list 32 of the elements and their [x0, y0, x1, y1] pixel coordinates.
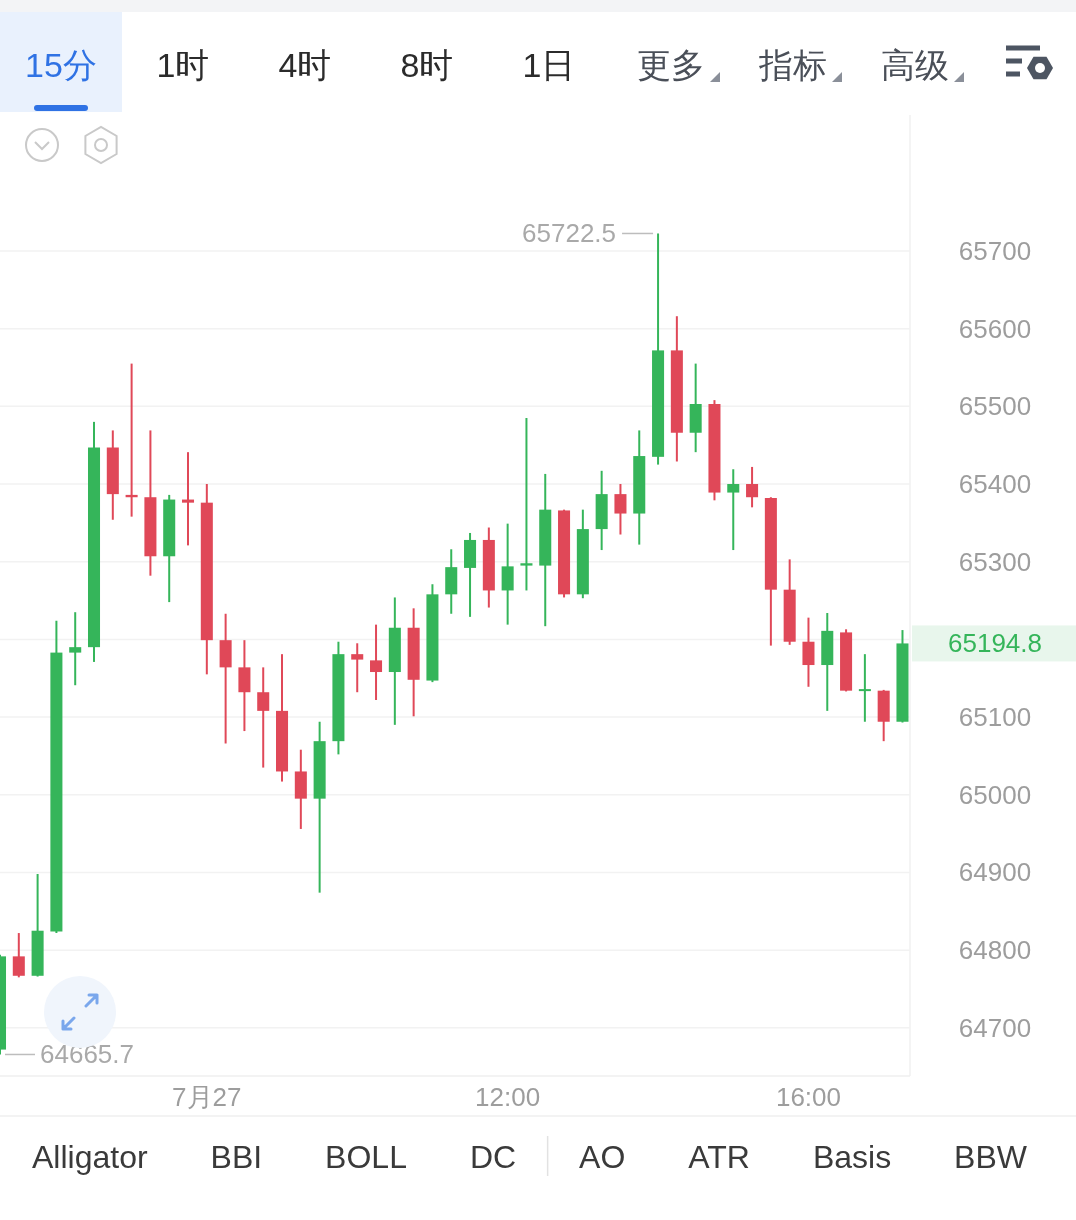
text: BBW: [954, 1139, 1028, 1175]
text: 4时: [278, 46, 332, 84]
y-tick-label: 65600: [958, 313, 1032, 344]
text: 15分: [25, 46, 97, 84]
text: 1时: [156, 46, 210, 84]
y-tick-label: 65000: [958, 779, 1032, 810]
x-tick-label: 7月27: [172, 1082, 242, 1112]
x-tick-label: 16:00: [775, 1082, 842, 1112]
text: 高级: [881, 46, 949, 84]
annotation: 65194.8: [948, 628, 1042, 659]
text: 指标: [758, 46, 827, 84]
annotation: 64665.7: [40, 1039, 134, 1070]
text: Alligator: [32, 1139, 148, 1175]
text: Basis: [812, 1139, 892, 1175]
text: BOLL: [325, 1139, 407, 1175]
y-tick-label: 65100: [958, 702, 1032, 733]
annotation: 65722.5: [522, 218, 617, 249]
y-tick-label: 65300: [958, 546, 1032, 577]
text: AO: [579, 1139, 626, 1175]
x-tick-label: 12:00: [475, 1082, 541, 1112]
y-tick-label: 65400: [958, 469, 1032, 500]
y-tick-label: 65500: [958, 391, 1032, 422]
y-tick-label: 65700: [958, 235, 1032, 266]
y-tick-label: 64700: [958, 1012, 1032, 1043]
text: 更多: [637, 46, 705, 84]
y-tick-label: 64800: [958, 935, 1032, 966]
text: BBI: [210, 1139, 263, 1175]
text: 1日: [522, 46, 576, 84]
text: DC: [469, 1139, 517, 1175]
text: ATR: [688, 1139, 750, 1175]
text: 8时: [400, 46, 454, 84]
y-tick-label: 64900: [958, 857, 1032, 888]
